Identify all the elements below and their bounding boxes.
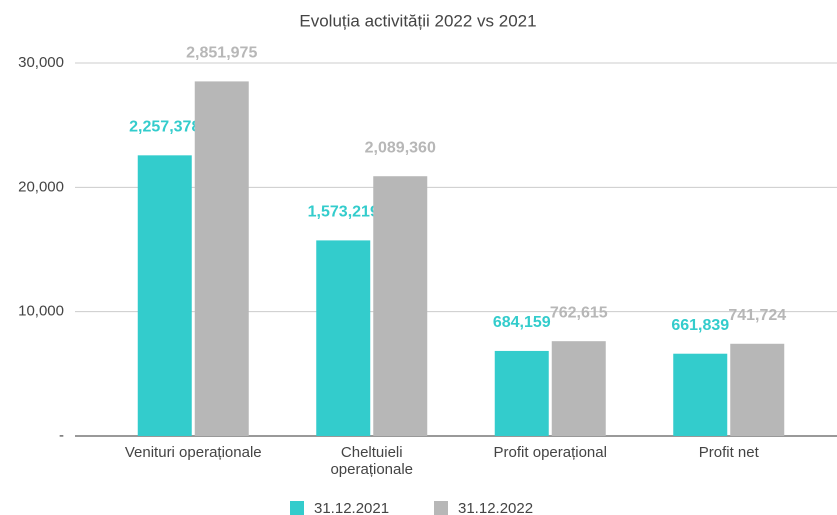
bar [316,240,371,436]
x-tick-label: Profit operațional [493,444,607,461]
data-label: 684,159 [493,314,551,331]
legend-swatch [434,501,448,515]
legend-label: 31.12.2022 [458,500,533,515]
data-label: 1,573,219 [308,204,379,221]
bar [673,353,728,436]
y-tick-label: 20,000 [18,178,64,195]
bar [194,81,249,436]
bar [494,350,549,436]
x-tick-label: Venituri operaționale [124,444,262,461]
bar [730,343,785,436]
data-label: 2,089,360 [365,139,436,156]
data-label: 741,724 [728,307,786,324]
y-tick-label: 30,000 [18,54,64,71]
bar [551,341,606,436]
y-tick-label: - [59,427,64,444]
legend-label: 31.12.2021 [314,500,389,515]
x-tick-label: Profit net [698,444,759,461]
data-label: 762,615 [550,304,608,321]
chart-title: Evoluția activității 2022 vs 2021 [299,11,536,30]
data-label: 661,839 [671,317,729,334]
y-tick-label: 10,000 [18,303,64,320]
data-label: 2,851,975 [186,45,257,62]
bar [137,155,192,436]
x-tick-label: Cheltuieli operaționale [330,444,414,478]
legend-swatch [290,501,304,515]
data-label: 2,257,378 [129,119,200,136]
bar [373,176,428,436]
